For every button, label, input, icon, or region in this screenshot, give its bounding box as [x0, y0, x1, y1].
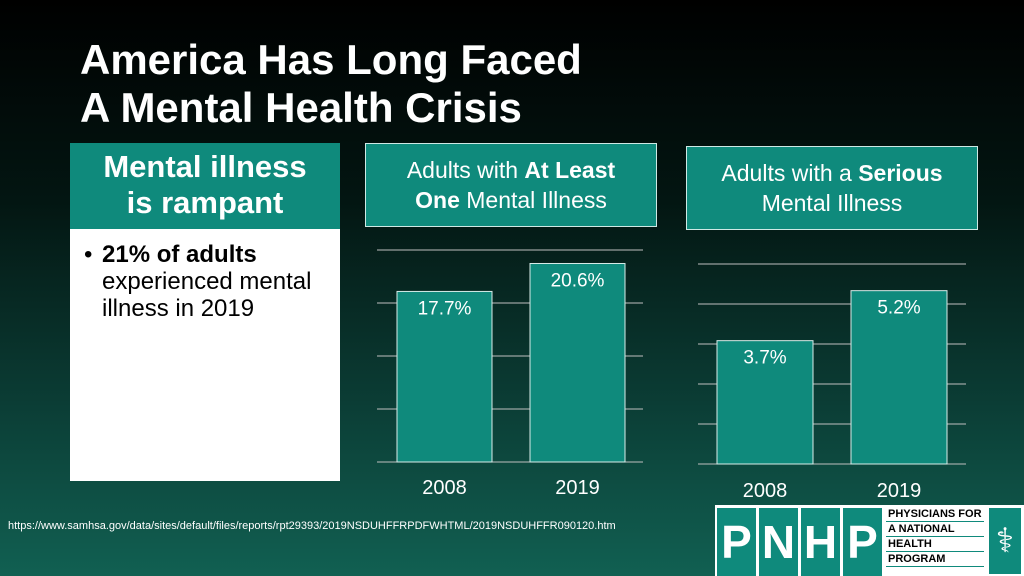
- logo-text: PHYSICIANS FOR A NATIONAL HEALTH PROGRAM: [886, 507, 984, 567]
- logo-letter: P: [717, 508, 756, 576]
- bullet-item: • 21% of adults experienced mental illne…: [70, 229, 340, 322]
- bullet-text: experienced mental illness in 2019: [102, 268, 312, 322]
- chart-1-title-part-2: Mental Illness: [459, 187, 607, 213]
- logo-line: PHYSICIANS FOR: [886, 507, 984, 522]
- chart-1-title-box: Adults with At Least One Mental Illness: [365, 143, 657, 227]
- x-tick-label: 2008: [743, 480, 788, 502]
- slide-title: America Has Long Faced A Mental Health C…: [80, 36, 582, 132]
- bullet-dot-icon: •: [84, 241, 93, 268]
- pnhp-logo: P N H P PHYSICIANS FOR A NATIONAL HEALTH…: [715, 505, 1024, 576]
- bar: [396, 290, 493, 463]
- data-label: 5.2%: [877, 298, 920, 319]
- chart-2-title-bold: Serious: [858, 160, 943, 186]
- card-heading-line-1: Mental illness: [103, 149, 307, 184]
- chart-1-title-part: Adults with: [406, 157, 525, 183]
- chart-2-title-part: Adults with a: [721, 160, 859, 186]
- chart-1-title-line-1: Adults with At Least: [366, 155, 656, 185]
- logo-letter: N: [759, 508, 798, 576]
- chart-2-title-line-1: Adults with a Serious: [687, 158, 977, 188]
- bar: [529, 262, 626, 463]
- card-heading: Mental illness is rampant: [70, 143, 340, 229]
- x-tick-label: 2019: [555, 477, 600, 499]
- logo-letter: H: [801, 508, 840, 576]
- x-tick-label: 2019: [877, 480, 922, 502]
- bar: [850, 290, 948, 465]
- logo-line: HEALTH: [886, 537, 984, 552]
- bullet-bold-text: 21% of adults: [102, 241, 257, 268]
- title-line-2: A Mental Health Crisis: [80, 84, 522, 131]
- title-line-1: America Has Long Faced: [80, 36, 582, 83]
- logo-line: PROGRAM: [886, 552, 984, 567]
- bar: [716, 340, 814, 465]
- data-label: 3.7%: [743, 348, 786, 369]
- source-url[interactable]: https://www.samhsa.gov/data/sites/defaul…: [8, 520, 616, 532]
- logo-line: A NATIONAL: [886, 522, 984, 537]
- logo-letter: P: [843, 508, 882, 576]
- mental-illness-card: Mental illness is rampant • 21% of adult…: [70, 143, 340, 481]
- x-tick-label: 2008: [422, 477, 467, 499]
- chart-2-title-line-2: Mental Illness: [687, 188, 977, 218]
- chart-2-title-part-2: Mental Illness: [761, 190, 903, 216]
- chart-1-title-bold: At Least: [524, 157, 616, 183]
- chart-2-title-box: Adults with a Serious Mental Illness: [686, 146, 978, 230]
- chart-1-title-bold-2: One: [415, 187, 460, 213]
- data-label: 17.7%: [418, 298, 472, 319]
- card-heading-line-2: is rampant: [126, 185, 284, 220]
- chart-1-title-line-2: One Mental Illness: [366, 185, 656, 215]
- data-label: 20.6%: [551, 270, 605, 291]
- caduceus-icon: ⚕: [989, 508, 1021, 574]
